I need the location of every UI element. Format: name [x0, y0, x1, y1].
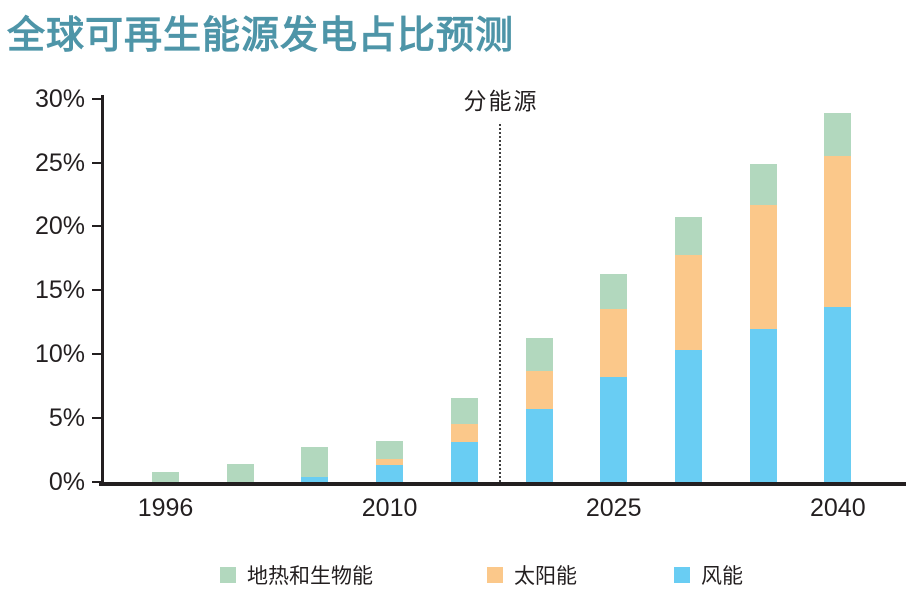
legend-label-solar: 太阳能 — [514, 565, 577, 588]
y-axis-tick-label: 25% — [34, 148, 85, 177]
y-axis-tick-label: 15% — [34, 276, 85, 305]
legend-item-wind: 风能 — [674, 560, 743, 590]
y-axis-tick — [92, 225, 101, 228]
legend-label-geo: 地热和生物能 — [247, 565, 373, 588]
bar-segment-wind — [525, 409, 553, 482]
bar — [525, 337, 553, 482]
bar-segment-wind — [674, 350, 702, 482]
bar — [152, 471, 179, 482]
bar-segment-wind — [450, 442, 478, 482]
y-axis-tick-label: 5% — [48, 404, 85, 433]
forecast-divider-line — [499, 124, 501, 482]
x-axis-tick-label: 1996 — [137, 494, 194, 522]
y-axis-tick-label: 20% — [34, 212, 85, 241]
bar-segment-solar — [450, 424, 478, 443]
bar — [600, 273, 628, 482]
y-axis-tick — [92, 353, 101, 356]
bar-segment-solar — [600, 309, 628, 378]
bar-segment-solar — [525, 370, 553, 410]
x-axis-tick-label: 2025 — [585, 494, 642, 522]
bar-segment-geo — [376, 441, 404, 459]
bar-segment-geo — [226, 464, 254, 482]
bar — [749, 163, 777, 482]
bar-segment-wind — [824, 306, 852, 482]
bar-segment-geo — [525, 337, 553, 371]
legend-item-geo: 地热和生物能 — [220, 560, 373, 590]
bar-segment-geo — [600, 273, 628, 310]
chart-title: 全球可再生能源发电占比预测 — [7, 15, 515, 57]
bar — [301, 447, 329, 482]
legend-item-solar: 太阳能 — [487, 560, 577, 590]
bar-segment-solar — [749, 204, 777, 329]
y-axis-tick — [92, 417, 101, 420]
y-axis-tick — [92, 161, 101, 164]
x-axis-line — [99, 482, 906, 486]
bar-segment-wind — [600, 377, 628, 482]
legend-swatch-solar — [487, 567, 503, 583]
y-axis-line — [101, 95, 104, 483]
legend-swatch-wind — [674, 567, 690, 583]
bar-segment-wind — [376, 465, 404, 482]
bar — [824, 112, 852, 482]
bar — [450, 397, 478, 482]
bar — [674, 217, 702, 482]
annotation-label: 分能源 — [463, 88, 539, 114]
legend-label-wind: 风能 — [701, 565, 743, 588]
bar — [226, 464, 254, 482]
bar-segment-wind — [301, 476, 329, 482]
bar-segment-geo — [824, 112, 852, 157]
bar-segment-geo — [450, 397, 478, 425]
bar — [376, 441, 404, 482]
bar-segment-solar — [376, 458, 404, 466]
bar-segment-geo — [674, 217, 702, 255]
bar-segment-geo — [749, 163, 777, 205]
legend-swatch-geo — [220, 567, 236, 583]
y-axis-tick — [92, 97, 101, 100]
y-axis-tick-label: 10% — [34, 340, 85, 369]
bar-segment-wind — [749, 328, 777, 482]
y-axis-tick — [92, 481, 101, 483]
bar-segment-geo — [152, 471, 179, 482]
y-axis-tick-label: 0% — [48, 468, 85, 496]
bar-segment-solar — [674, 254, 702, 351]
x-axis-tick-label: 2010 — [361, 494, 418, 522]
y-axis-tick — [92, 289, 101, 292]
bar-segment-solar — [824, 156, 852, 307]
y-axis-tick-label: 30% — [34, 84, 85, 113]
bar-segment-geo — [301, 447, 329, 477]
x-axis-tick-label: 2040 — [809, 494, 866, 522]
